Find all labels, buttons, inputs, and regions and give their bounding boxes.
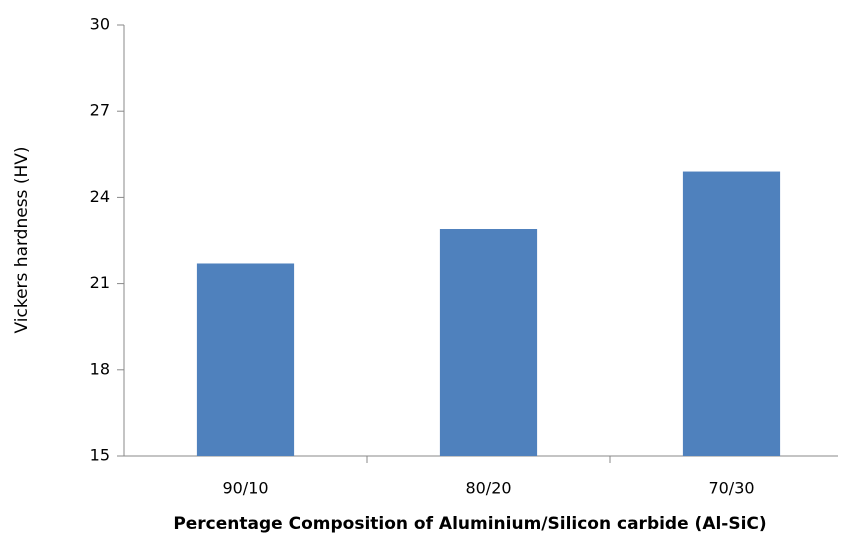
y-tick-label: 21 [90, 273, 110, 292]
y-tick-label: 27 [90, 101, 110, 120]
bar [682, 171, 781, 457]
bar [196, 263, 295, 456]
x-tick-label: 90/10 [222, 479, 268, 498]
y-tick-label: 30 [90, 15, 110, 34]
x-tick-label: 80/20 [465, 479, 511, 498]
bar [439, 229, 538, 456]
x-axis-title: Percentage Composition of Aluminium/Sili… [173, 514, 766, 534]
y-tick-label: 18 [90, 359, 110, 378]
y-tick-label: 24 [90, 187, 110, 206]
y-tick-label: 15 [90, 446, 110, 465]
y-axis-title: Vickers hardness (HV) [12, 147, 32, 334]
x-tick-label: 70/30 [708, 479, 754, 498]
